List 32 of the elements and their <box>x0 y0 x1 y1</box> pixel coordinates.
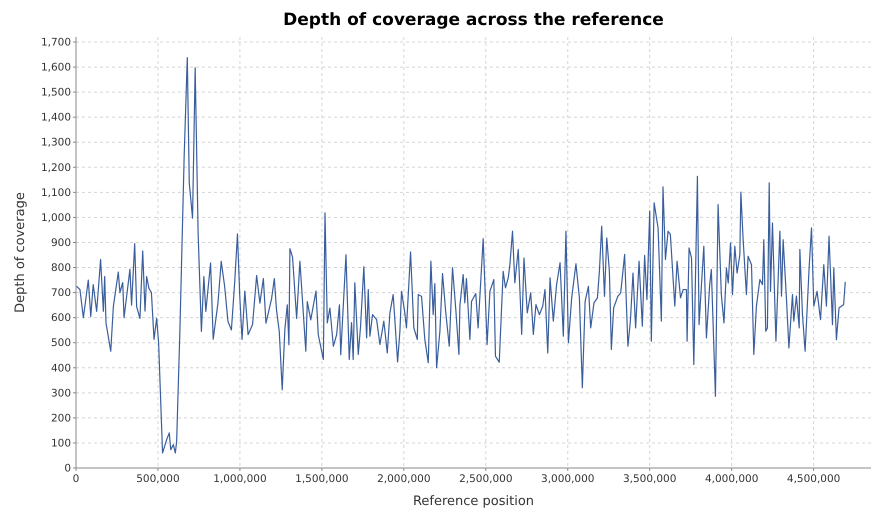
y-tick-label: 1,500 <box>40 86 71 99</box>
x-tick-label: 2,000,000 <box>377 473 431 485</box>
y-tick-label: 600 <box>50 312 71 324</box>
y-tick-label: 1,600 <box>40 62 71 74</box>
y-tick-label: 200 <box>50 412 71 424</box>
y-tick-label: 800 <box>50 262 71 274</box>
y-tick-label: 700 <box>50 287 71 300</box>
y-tick-label: 1,700 <box>40 36 71 49</box>
x-tick-label: 3,500,000 <box>622 473 676 485</box>
line-series <box>76 56 846 454</box>
x-tick-label: 2,500,000 <box>459 473 513 485</box>
x-axis-title: Reference position <box>412 494 534 509</box>
x-tick-label: 4,000,000 <box>704 473 758 485</box>
x-tick-label: 4,500,000 <box>786 473 840 485</box>
y-tick-label: 1,400 <box>40 112 71 124</box>
y-tick-label: 400 <box>50 362 71 374</box>
y-tick-label: 300 <box>50 387 71 400</box>
x-tick-label: 500,000 <box>136 473 180 485</box>
x-tick-label: 3,000,000 <box>541 473 594 485</box>
y-tick-label: 1,300 <box>40 136 71 149</box>
x-tick-label: 1,000,000 <box>213 473 267 485</box>
y-tick-label: 0 <box>64 462 71 474</box>
x-tick-label: 1,500,000 <box>295 473 349 485</box>
x-tick-label: 0 <box>72 473 80 485</box>
chart-title: Depth of coverage across the reference <box>283 10 664 30</box>
y-tick-label: 900 <box>50 236 71 249</box>
y-tick-label: 1,200 <box>40 162 71 174</box>
y-tick-label: 1,100 <box>40 186 71 199</box>
y-tick-label: 1,000 <box>40 212 71 224</box>
y-axis-title: Depth of coverage <box>13 192 28 313</box>
y-tick-label: 100 <box>50 437 71 450</box>
y-tick-label: 500 <box>50 337 71 350</box>
